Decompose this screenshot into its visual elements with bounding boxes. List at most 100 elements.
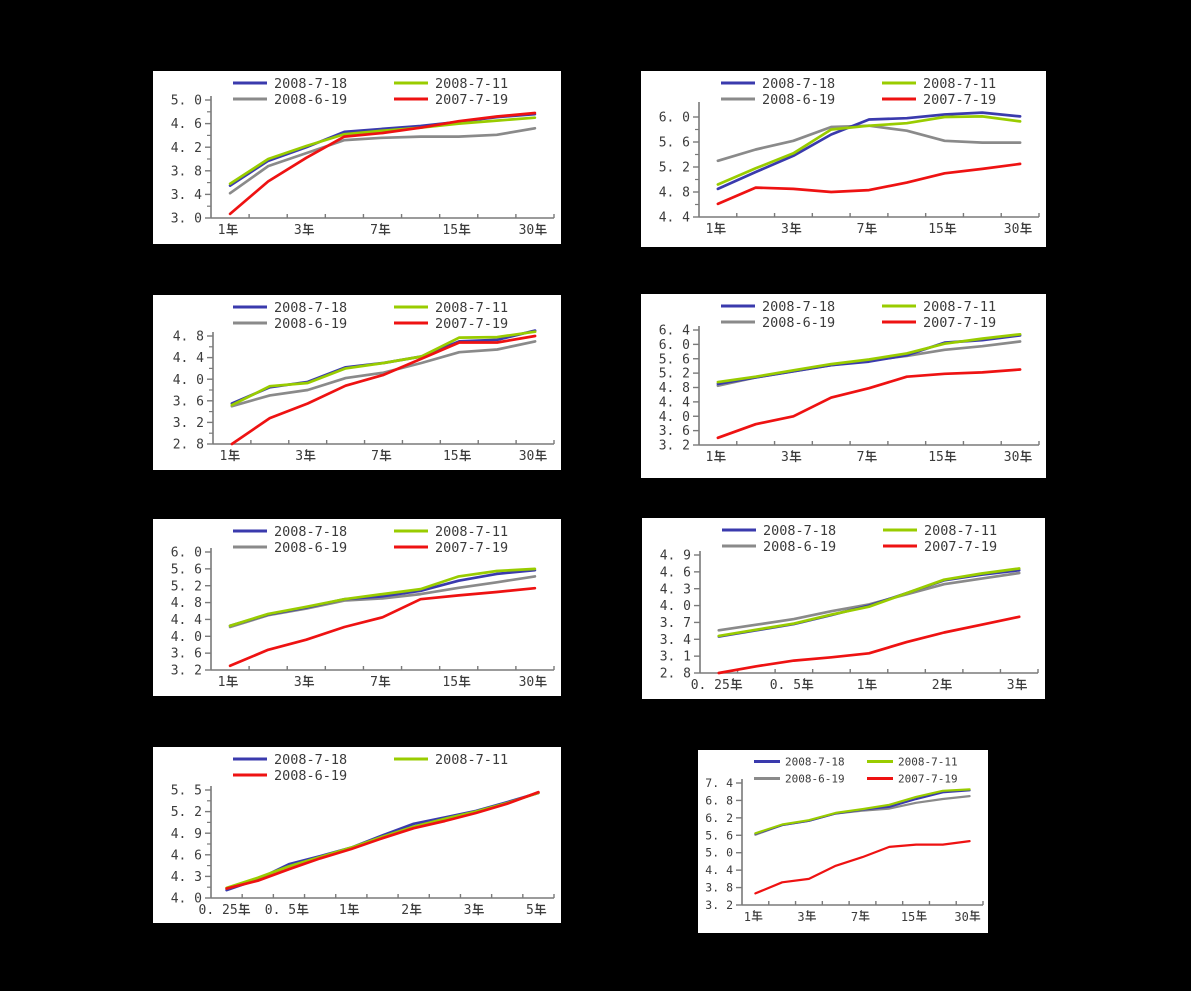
legend-label: 2008-6-19 (274, 92, 347, 108)
series-line-2007-7-19 (228, 111, 537, 216)
series-line-2008-6-19 (230, 340, 537, 408)
y-tick-label: 4. 0 (660, 599, 691, 614)
year-glyph (378, 675, 391, 688)
year-glyph (865, 450, 877, 463)
x-tick-label: 30 (954, 910, 968, 924)
series-line-2008-6-19 (717, 571, 1021, 632)
year-glyph (535, 449, 547, 462)
y-tick-label: 5. 2 (171, 805, 202, 820)
legend-label: 2007-7-19 (923, 315, 996, 331)
year-glyph (238, 903, 251, 916)
y-tick-label: 5. 5 (171, 784, 202, 799)
y-tick-labels: 4. 4 4. 8 5. 2 5. 6 6. 0 (659, 111, 699, 226)
y-tick-label: 5. 0 (171, 94, 202, 109)
x-tick-labels: 1 3 7 15 30 (705, 441, 1040, 465)
x-tick-label: 1 (339, 903, 347, 918)
y-tick-label: 5. 2 (659, 367, 690, 382)
y-tick-label: 2. 8 (173, 438, 204, 453)
y-tick-label: 5. 6 (171, 562, 202, 577)
series-line-2007-7-19 (230, 334, 537, 446)
legend-label: 2008-7-11 (898, 755, 958, 768)
y-tick-label: 4. 4 (171, 613, 202, 628)
series-line-2007-7-19 (716, 368, 1022, 440)
legend-label: 2008-7-18 (763, 523, 836, 539)
x-tick-label: 30 (519, 223, 535, 238)
year-glyph (296, 903, 309, 916)
year-glyph (228, 449, 240, 462)
y-tick-label: 4. 0 (171, 892, 202, 907)
year-glyph (751, 910, 763, 922)
legend-label: 2008-7-11 (435, 76, 508, 92)
x-tick-label: 0. 5 (265, 903, 296, 918)
year-glyph (1020, 450, 1032, 463)
series-line-2008-6-19 (225, 790, 540, 890)
legend-label: 2007-7-19 (435, 316, 508, 332)
legend-label: 2008-6-19 (762, 92, 835, 108)
y-tick-label: 3. 2 (171, 664, 202, 679)
y-tick-labels: 2. 8 3. 2 3. 6 4. 0 4. 4 4. 8 (173, 330, 213, 453)
y-tick-label: 6. 8 (705, 793, 733, 807)
legend-label: 2008-6-19 (274, 540, 347, 556)
legend-label: 2008-7-11 (923, 76, 996, 92)
year-glyph (944, 450, 957, 463)
x-tick-labels: 0. 25 0. 5 1 2 3 (691, 669, 1039, 693)
legend-label: 2007-7-19 (435, 92, 508, 108)
y-tick-label: 7. 4 (705, 776, 733, 790)
x-tick-label: 30 (519, 675, 535, 690)
y-tick-label: 2. 8 (660, 667, 691, 682)
year-glyph (730, 678, 743, 691)
y-tick-label: 5. 2 (659, 161, 690, 176)
y-tick-label: 5. 6 (705, 828, 733, 842)
y-tick-label: 6. 4 (659, 324, 690, 339)
series-line-2008-7-18 (754, 789, 971, 835)
y-tick-labels: 3. 23. 64. 04. 44. 85. 25. 66. 06. 4 (659, 324, 699, 454)
y-tick-label: 3. 0 (171, 212, 202, 227)
series-line-2007-7-19 (228, 586, 537, 668)
x-tick-labels: 1 3 7 15 30 (744, 901, 984, 924)
legend-label: 2008-7-11 (435, 300, 508, 316)
legend-label: 2007-7-19 (923, 92, 996, 108)
x-tick-labels: 0. 25 0. 5 1 2 3 5 (199, 894, 555, 918)
y-tick-label: 3. 4 (660, 633, 691, 648)
year-glyph (379, 449, 392, 462)
y-tick-label: 4. 0 (173, 373, 204, 388)
x-tick-label: 0. 25 (691, 678, 730, 693)
year-glyph (535, 223, 547, 236)
series-line-2007-7-19 (754, 839, 971, 895)
x-tick-label: 5 (526, 903, 534, 918)
year-glyph (940, 678, 952, 691)
y-tick-label: 3. 2 (659, 439, 690, 454)
y-tick-label: 4. 8 (659, 186, 690, 201)
x-tick-label: 7 (851, 910, 858, 924)
y-tick-label: 4. 2 (171, 141, 202, 156)
x-tick-label: 0. 5 (770, 678, 801, 693)
y-tick-label: 4. 4 (705, 863, 733, 877)
y-tick-label: 5. 6 (659, 136, 690, 151)
series-line-2008-7-11 (230, 330, 537, 407)
x-tick-label: 7 (857, 450, 865, 465)
x-tick-label: 30 (519, 449, 535, 464)
year-glyph (534, 903, 547, 916)
x-tick-label: 7 (370, 223, 378, 238)
legend-label: 2008-7-18 (785, 755, 845, 768)
legend-label: 2008-6-19 (274, 768, 347, 784)
year-glyph (801, 678, 814, 691)
series-line-2008-6-19 (228, 126, 537, 195)
year-glyph (378, 223, 391, 236)
y-tick-label: 4. 8 (171, 596, 202, 611)
year-glyph (347, 903, 360, 916)
legend: 2008-7-18 2008-7-11 2008-6-19 2007-7-19 (754, 755, 958, 785)
year-glyph (944, 222, 957, 235)
x-tick-label: 3 (295, 449, 303, 464)
x-tick-label: 1 (705, 222, 713, 237)
y-tick-label: 6. 0 (171, 546, 202, 561)
year-glyph (302, 675, 315, 688)
x-tick-labels: 1 3 7 15 30 (218, 666, 555, 690)
y-tick-label: 5. 2 (171, 579, 202, 594)
y-tick-label: 6. 0 (659, 338, 690, 353)
y-tick-label: 6. 2 (705, 811, 733, 825)
x-tick-label: 1 (705, 450, 713, 465)
legend-label: 2007-7-19 (924, 539, 997, 555)
